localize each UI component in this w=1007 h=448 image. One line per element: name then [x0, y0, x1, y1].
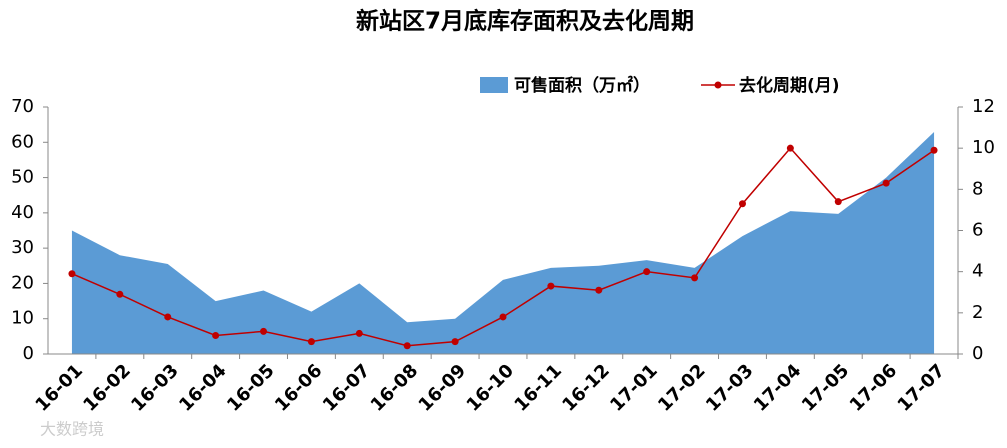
marker: [116, 290, 124, 298]
y2-tick-label: 12: [972, 96, 995, 117]
marker: [834, 198, 842, 206]
x-tick-label: 16-01: [31, 360, 87, 416]
x-tick-label: 17-02: [654, 360, 710, 416]
marker: [643, 268, 651, 276]
y2-tick-label: 2: [972, 302, 983, 323]
y2-tick-label: 6: [972, 220, 983, 241]
y-tick-label: 10: [11, 308, 34, 329]
x-tick-label: 16-09: [415, 360, 471, 416]
y-tick-label: 30: [11, 237, 34, 258]
marker: [738, 200, 746, 208]
legend-swatch: [480, 77, 508, 93]
x-tick-label: 17-06: [846, 360, 902, 416]
y-tick-label: 40: [11, 202, 34, 223]
y2-tick-label: 8: [972, 178, 983, 199]
y-tick-label: 0: [23, 343, 34, 364]
x-tick-label: 17-03: [702, 360, 758, 416]
marker: [547, 282, 555, 290]
x-tick-label: 16-05: [223, 360, 279, 416]
marker: [882, 179, 890, 187]
marker: [164, 313, 172, 321]
x-tick-label: 16-12: [558, 360, 614, 416]
legend-marker: [714, 81, 722, 89]
x-tick-label: 16-10: [463, 360, 519, 416]
marker: [786, 144, 794, 152]
chart-title: 新站区7月底库存面积及去化周期: [356, 8, 694, 35]
y-tick-label: 60: [11, 131, 34, 152]
marker: [930, 146, 938, 154]
x-tick-label: 16-11: [510, 360, 566, 416]
y2-tick-label: 4: [972, 261, 983, 282]
marker: [260, 327, 268, 335]
marker: [691, 274, 699, 282]
x-tick-label: 17-07: [894, 360, 950, 416]
x-tick-label: 16-04: [175, 360, 231, 416]
watermark: 大数跨境: [40, 420, 104, 439]
x-tick-label: 16-06: [271, 360, 327, 416]
marker: [499, 313, 507, 321]
y-tick-label: 20: [11, 272, 34, 293]
marker: [595, 286, 603, 294]
marker: [355, 329, 363, 337]
x-tick-label: 16-07: [319, 360, 375, 416]
y2-tick-label: 0: [972, 343, 983, 364]
y-tick-label: 50: [11, 167, 34, 188]
y-tick-label: 70: [11, 96, 34, 117]
marker: [451, 338, 459, 346]
x-tick-label: 17-01: [606, 360, 662, 416]
x-tick-label: 16-08: [367, 360, 423, 416]
x-tick-label: 17-04: [750, 360, 806, 416]
legend-label: 去化周期(月): [739, 75, 840, 96]
area: [71, 132, 935, 354]
x-tick-label: 16-02: [79, 360, 135, 416]
legend-label: 可售面积（万㎡）: [514, 75, 650, 96]
marker: [212, 331, 220, 339]
x-tick-label: 17-05: [798, 360, 854, 416]
x-tick-label: 16-03: [127, 360, 183, 416]
marker: [307, 338, 315, 346]
marker: [403, 342, 411, 350]
y2-tick-label: 10: [972, 137, 995, 158]
marker: [68, 270, 76, 278]
